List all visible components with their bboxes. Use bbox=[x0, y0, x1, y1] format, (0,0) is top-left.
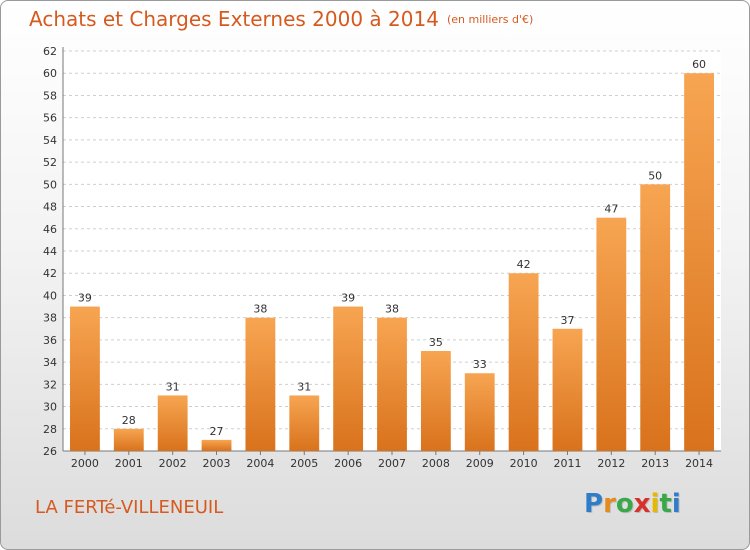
bar bbox=[420, 351, 451, 451]
bar bbox=[70, 306, 100, 451]
bar bbox=[245, 317, 276, 451]
bar-value-label: 38 bbox=[253, 303, 267, 316]
x-tick-label: 2001 bbox=[115, 457, 143, 470]
proxiti-logo: Proxiti bbox=[584, 489, 681, 519]
bar bbox=[640, 184, 671, 452]
bar bbox=[201, 439, 232, 451]
bar-value-label: 39 bbox=[78, 292, 92, 305]
bar bbox=[596, 217, 627, 451]
bar-value-label: 47 bbox=[604, 203, 618, 216]
y-tick-label: 56 bbox=[43, 112, 57, 125]
y-tick-label: 38 bbox=[43, 312, 57, 325]
bar bbox=[684, 73, 714, 451]
bar-value-label: 39 bbox=[341, 292, 355, 305]
logo-letter: x bbox=[633, 489, 651, 519]
bar bbox=[333, 306, 364, 451]
y-tick-label: 46 bbox=[43, 223, 57, 236]
y-tick-label: 32 bbox=[43, 378, 57, 391]
x-tick-label: 2004 bbox=[246, 457, 274, 470]
y-tick-label: 40 bbox=[43, 289, 57, 302]
chart-title-main: Achats et Charges Externes 2000 à 2014 bbox=[29, 7, 439, 31]
bar-value-label: 38 bbox=[385, 303, 399, 316]
y-tick-label: 48 bbox=[43, 201, 57, 214]
bar-value-label: 50 bbox=[648, 169, 662, 182]
bar-value-label: 42 bbox=[517, 258, 531, 271]
y-tick-label: 52 bbox=[43, 156, 57, 169]
bar-value-label: 35 bbox=[429, 336, 443, 349]
x-tick-label: 2007 bbox=[378, 457, 406, 470]
logo-letter: t bbox=[659, 489, 672, 519]
bar-value-label: 28 bbox=[122, 414, 136, 427]
x-tick-label: 2002 bbox=[159, 457, 187, 470]
y-tick-label: 62 bbox=[43, 45, 57, 58]
bar-value-label: 37 bbox=[560, 314, 574, 327]
x-tick-label: 2000 bbox=[71, 457, 99, 470]
x-tick-label: 2006 bbox=[334, 457, 362, 470]
x-tick-label: 2005 bbox=[290, 457, 318, 470]
bar bbox=[113, 428, 144, 451]
y-tick-label: 60 bbox=[43, 67, 57, 80]
y-tick-label: 34 bbox=[43, 356, 57, 369]
location-name: LA FERTé-VILLENEUIL bbox=[35, 497, 224, 518]
chart-title-unit: (en milliers d'€) bbox=[446, 13, 534, 26]
y-tick-label: 28 bbox=[43, 423, 57, 436]
y-tick-label: 54 bbox=[43, 134, 57, 147]
y-tick-label: 44 bbox=[43, 245, 57, 258]
logo-letter: i bbox=[671, 489, 681, 519]
bar-value-label: 60 bbox=[692, 58, 706, 71]
bar-value-label: 27 bbox=[210, 425, 224, 438]
logo-letter: r bbox=[603, 489, 616, 519]
x-tick-label: 2009 bbox=[466, 457, 494, 470]
logo-letter: i bbox=[650, 489, 660, 519]
chart-title: Achats et Charges Externes 2000 à 2014 (e… bbox=[29, 7, 533, 31]
y-tick-label: 42 bbox=[43, 267, 57, 280]
bar bbox=[377, 317, 407, 451]
bar-value-label: 31 bbox=[297, 380, 311, 393]
bar-value-label: 33 bbox=[473, 358, 487, 371]
logo-letter: o bbox=[615, 489, 634, 519]
bar bbox=[289, 395, 320, 451]
x-tick-label: 2014 bbox=[685, 457, 713, 470]
x-tick-label: 2011 bbox=[553, 457, 581, 470]
bar bbox=[464, 373, 495, 451]
bar bbox=[552, 328, 583, 451]
bar-value-label: 31 bbox=[166, 380, 180, 393]
y-tick-label: 58 bbox=[43, 89, 57, 102]
x-tick-label: 2012 bbox=[597, 457, 625, 470]
bar bbox=[508, 273, 539, 451]
x-tick-label: 2003 bbox=[203, 457, 231, 470]
x-tick-label: 2008 bbox=[422, 457, 450, 470]
x-tick-label: 2010 bbox=[510, 457, 538, 470]
x-tick-label: 2013 bbox=[641, 457, 669, 470]
y-tick-label: 30 bbox=[43, 401, 57, 414]
y-tick-label: 36 bbox=[43, 334, 57, 347]
y-tick-label: 50 bbox=[43, 178, 57, 191]
y-tick-label: 26 bbox=[43, 445, 57, 458]
bar bbox=[157, 395, 188, 451]
logo-letter: P bbox=[584, 489, 604, 519]
